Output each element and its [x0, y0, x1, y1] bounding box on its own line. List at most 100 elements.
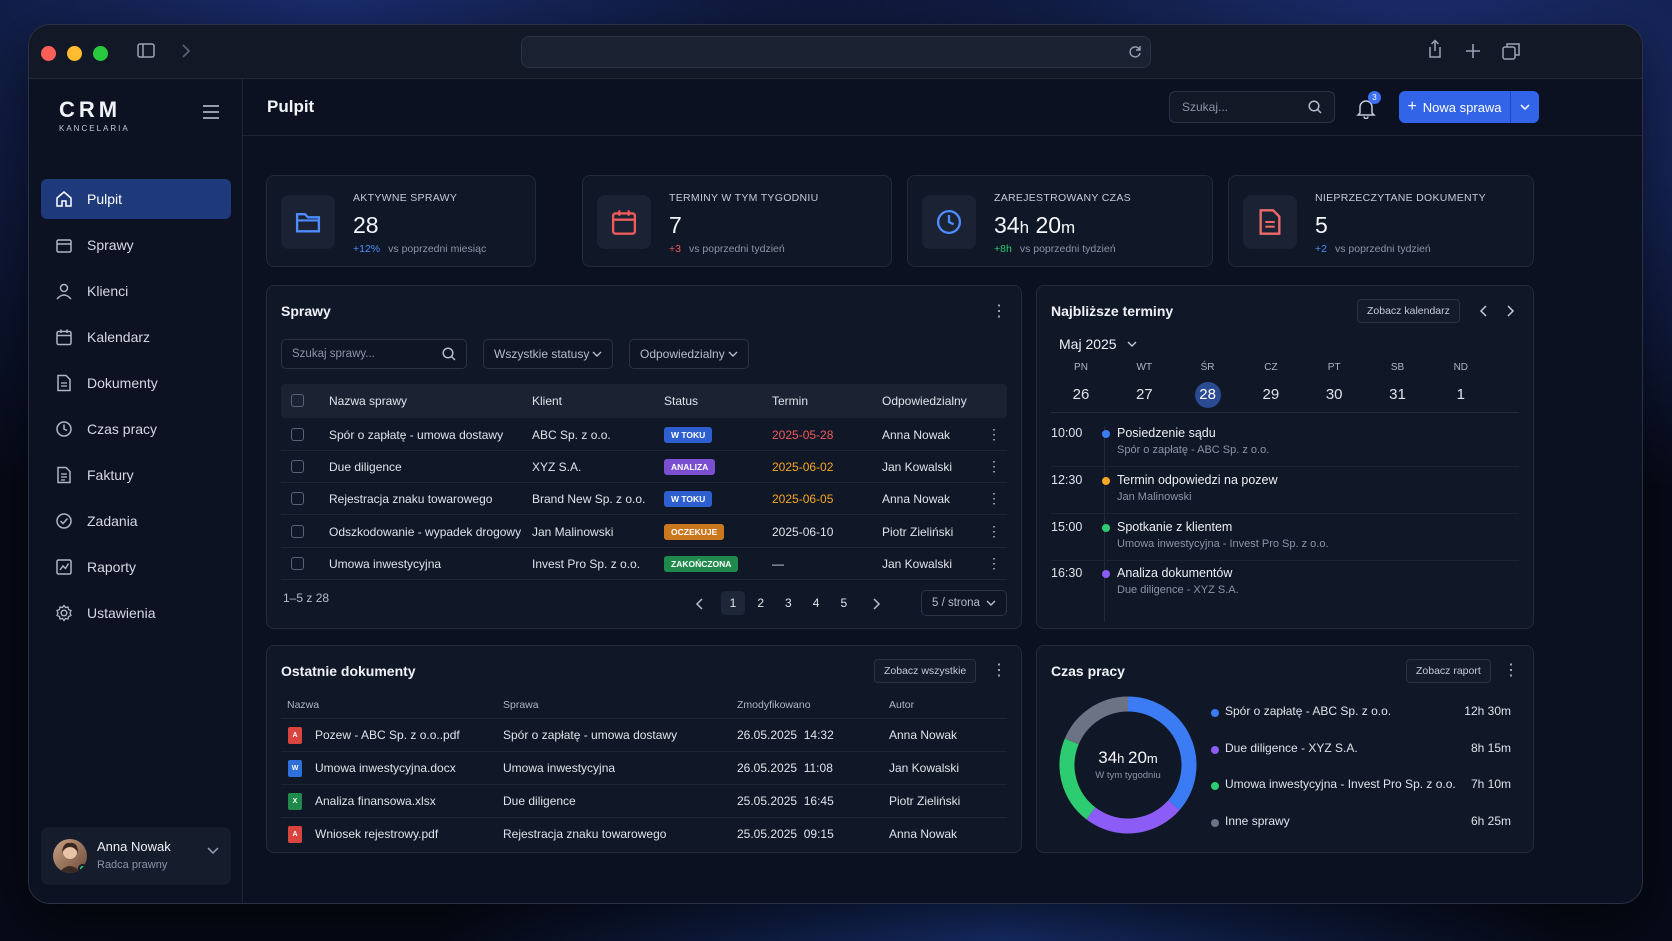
address-bar[interactable]	[521, 36, 1151, 68]
more-options-icon[interactable]: ⋮	[991, 662, 1007, 679]
row-checkbox[interactable]	[291, 556, 304, 570]
prev-page-icon[interactable]	[695, 598, 703, 610]
calendar-day[interactable]: PT 30	[1314, 362, 1354, 408]
legend-item[interactable]: Inne sprawy 6h 25m	[1211, 814, 1511, 834]
prev-week-icon[interactable]	[1479, 305, 1487, 317]
new-tab-icon[interactable]	[1465, 43, 1481, 59]
table-row[interactable]: Odszkodowanie - wypadek drogowy Jan Malin…	[281, 516, 1007, 548]
donut-slice[interactable]	[1059, 738, 1096, 820]
reload-icon[interactable]	[1128, 45, 1142, 59]
row-more-icon[interactable]: ⋮	[987, 426, 1001, 442]
next-page-icon[interactable]	[873, 598, 881, 610]
cases-search-input[interactable]: Szukaj sprawy...	[281, 339, 467, 369]
doc-column-case[interactable]: Sprawa	[503, 699, 539, 711]
view-all-documents-button[interactable]: Zobacz wszystkie	[874, 659, 977, 683]
doc-column-name[interactable]: Nazwa	[287, 699, 320, 711]
column-header-client[interactable]: Klient	[532, 394, 563, 408]
row-checkbox[interactable]	[291, 492, 304, 506]
row-checkbox[interactable]	[291, 524, 304, 538]
case-name[interactable]: Umowa inwestycyjna	[329, 556, 442, 571]
list-item[interactable]: W Umowa inwestycyjna.docx Umowa inwestycyj…	[281, 751, 1007, 784]
sidebar-item-dokumenty[interactable]: Dokumenty	[41, 363, 231, 403]
row-more-icon[interactable]: ⋮	[987, 458, 1001, 475]
page-2-button[interactable]: 2	[757, 596, 765, 610]
table-row[interactable]: Spór o zapłatę - umowa dostawy ABC Sp. z …	[281, 419, 1007, 451]
new-case-button[interactable]: + Nowa sprawa	[1399, 91, 1511, 123]
menu-icon[interactable]	[203, 103, 219, 124]
calendar-day[interactable]: CZ 29	[1251, 362, 1291, 408]
chevron-down-icon[interactable]	[207, 847, 219, 855]
calendar-day[interactable]: PN 26	[1061, 362, 1101, 408]
page-5-button[interactable]: 5	[840, 596, 848, 610]
table-row[interactable]: Rejestracja znaku towarowego Brand New Sp…	[281, 483, 1007, 516]
sidebar-item-faktury[interactable]: Faktury	[41, 455, 231, 495]
sidebar-item-czas-pracy[interactable]: Czas pracy	[41, 409, 231, 449]
column-header-due[interactable]: Termin	[772, 394, 809, 408]
calendar-event[interactable]: 12:30 Termin odpowiedzi na pozew Jan Malin…	[1051, 473, 1519, 514]
row-more-icon[interactable]: ⋮	[987, 522, 1001, 539]
calendar-day[interactable]: WT 27	[1124, 362, 1164, 408]
calendar-event[interactable]: 16:30 Analiza dokumentów Due diligence - X…	[1051, 566, 1519, 606]
case-name[interactable]: Spór o zapłatę - umowa dostawy	[329, 428, 504, 442]
row-more-icon[interactable]: ⋮	[987, 554, 1001, 571]
legend-item[interactable]: Spór o zapłatę - ABC Sp. z o.o. 12h 30m	[1211, 704, 1511, 724]
page-1-button[interactable]: 1	[721, 591, 745, 615]
calendar-event[interactable]: 10:00 Posiedzenie sądu Spór o zapłatę - AB…	[1051, 426, 1519, 467]
legend-item[interactable]: Umowa inwestycyjna - Invest Pro Sp. z o.…	[1211, 777, 1511, 797]
row-checkbox[interactable]	[291, 460, 304, 474]
stat-card[interactable]: AKTYWNE SPRAWY 28 +12% vs poprzedni miesiąc	[266, 175, 536, 267]
share-icon[interactable]	[1427, 39, 1443, 59]
select-all-checkbox[interactable]	[291, 394, 304, 407]
per-page-select[interactable]: 5 / strona	[921, 590, 1007, 616]
document-name[interactable]: Wniosek rejestrowy.pdf	[315, 827, 439, 841]
list-item[interactable]: A Pozew - ABC Sp. z o.o..pdf Spór o zapłat…	[281, 718, 1007, 751]
doc-column-author[interactable]: Autor	[889, 699, 915, 711]
legend-item[interactable]: Due diligence - XYZ S.A. 8h 15m	[1211, 741, 1511, 761]
view-calendar-button[interactable]: Zobacz kalendarz	[1357, 299, 1460, 323]
sidebar-item-raporty[interactable]: Raporty	[41, 547, 231, 587]
doc-column-modified[interactable]: Zmodyfikowano	[737, 699, 811, 711]
stat-card[interactable]: TERMINY W TYM TYGODNIU 7 +3 vs poprzedni ty…	[582, 175, 892, 267]
close-window-button[interactable]	[41, 46, 56, 61]
forward-icon[interactable]	[181, 44, 191, 58]
minimize-window-button[interactable]	[67, 46, 82, 61]
document-name[interactable]: Analiza finansowa.xlsx	[315, 794, 436, 808]
sidebar-item-sprawy[interactable]: Sprawy	[41, 225, 231, 265]
sidebar-toggle-icon[interactable]	[137, 43, 155, 59]
donut-slice[interactable]	[1127, 696, 1197, 810]
maximize-window-button[interactable]	[93, 46, 108, 61]
column-header-status[interactable]: Status	[664, 394, 699, 408]
sidebar-item-pulpit[interactable]: Pulpit	[41, 179, 231, 219]
column-header-owner[interactable]: Odpowiedzialny	[882, 394, 967, 408]
donut-slice[interactable]	[1086, 799, 1180, 834]
more-options-icon[interactable]: ⋮	[991, 303, 1007, 320]
list-item[interactable]: X Analiza finansowa.xlsx Due diligence 25.0…	[281, 784, 1007, 817]
user-menu[interactable]: Anna Nowak Radca prawny	[41, 827, 231, 885]
calendar-day[interactable]: ND 1	[1441, 362, 1481, 408]
table-row[interactable]: Due diligence XYZ S.A. ANALIZA 2025-06-02 Ja…	[281, 451, 1007, 484]
case-name[interactable]: Odszkodowanie - wypadek drogowy	[329, 524, 522, 539]
page-4-button[interactable]: 4	[812, 596, 820, 610]
case-name[interactable]: Due diligence	[329, 460, 402, 475]
status-filter-select[interactable]: Wszystkie statusy	[483, 339, 613, 369]
new-case-dropdown-button[interactable]	[1511, 104, 1539, 110]
sidebar-item-klienci[interactable]: Klienci	[41, 271, 231, 311]
document-name[interactable]: Umowa inwestycyjna.docx	[315, 761, 456, 775]
document-name[interactable]: Pozew - ABC Sp. z o.o..pdf	[315, 728, 460, 742]
more-options-icon[interactable]: ⋮	[1503, 662, 1519, 679]
sidebar-item-zadania[interactable]: Zadania	[41, 501, 231, 541]
calendar-day[interactable]: SB 31	[1378, 362, 1418, 408]
view-report-button[interactable]: Zobacz raport	[1406, 659, 1491, 683]
calendar-day[interactable]: ŚR 28	[1188, 362, 1228, 408]
stat-card[interactable]: ZAREJESTROWANY CZAS 34h 20m +8h vs poprzedn…	[907, 175, 1213, 267]
page-3-button[interactable]: 3	[785, 596, 792, 610]
row-more-icon[interactable]: ⋮	[987, 490, 1001, 507]
owner-filter-select[interactable]: Odpowiedzialny	[629, 339, 749, 369]
row-checkbox[interactable]	[291, 428, 304, 441]
tab-overview-icon[interactable]	[1502, 42, 1520, 60]
table-row[interactable]: Umowa inwestycyjna Invest Pro Sp. z o.o. Z…	[281, 548, 1007, 580]
stat-card[interactable]: NIEPRZECZYTANE DOKUMENTY 5 +2 vs poprzedni …	[1228, 175, 1534, 267]
next-week-icon[interactable]	[1507, 305, 1515, 317]
global-search-input[interactable]: Szukaj...	[1169, 91, 1335, 123]
column-header-name[interactable]: Nazwa sprawy	[329, 394, 408, 408]
